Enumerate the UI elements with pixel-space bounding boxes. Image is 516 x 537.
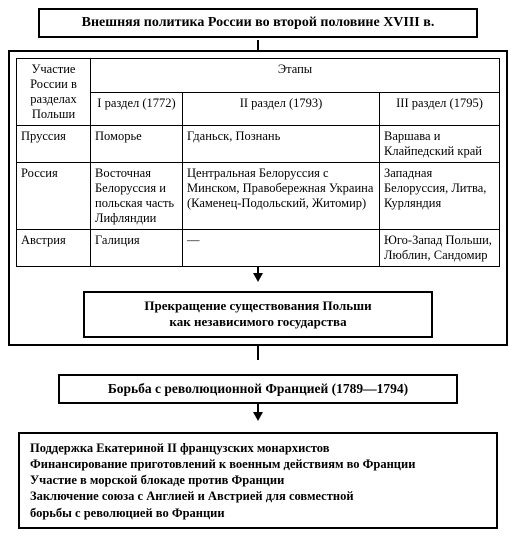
table-corner: Участие России в разделах Польши [17, 59, 91, 126]
diagram-title: Внешняя политика России во второй полови… [38, 8, 478, 38]
stage-2-header: II раздел (1793) [183, 92, 380, 126]
bullet-item: Финансирование приготовлений к военным д… [30, 456, 486, 472]
row-country: Пруссия [17, 126, 91, 163]
partitions-block: Участие России в разделах Польши Этапы I… [8, 50, 508, 346]
cell: Галиция [91, 230, 183, 267]
connector-outer-to-france [8, 346, 508, 360]
bullet-item: Участие в морской блокаде против Франции [30, 472, 486, 488]
bullet-item: Заключение союза с Англией и Австрией дл… [30, 488, 486, 504]
result-line-1: Прекращение существования Польши [144, 298, 371, 313]
cell: Варшава и Клайпедский край [380, 126, 500, 163]
bullet-item: Поддержка Екатериной II французских мона… [30, 440, 486, 456]
partitions-table: Участие России в разделах Польши Этапы I… [16, 58, 500, 267]
stages-header: Этапы [91, 59, 500, 93]
connector-france-to-bullets [8, 404, 508, 418]
cell: Центральная Белоруссия с Минском, Правоб… [183, 163, 380, 230]
row-country: Австрия [17, 230, 91, 267]
row-country: Россия [17, 163, 91, 230]
bullet-item: борьбы с революцией во Франции [30, 505, 486, 521]
stage-3-header: III раздел (1795) [380, 92, 500, 126]
cell: Восточная Белоруссия и польская часть Ли… [91, 163, 183, 230]
table-row: Пруссия Поморье Гданьск, Познань Варшава… [17, 126, 500, 163]
cell: Гданьск, Познань [183, 126, 380, 163]
cell: Поморье [91, 126, 183, 163]
connector-table-to-result [16, 267, 500, 279]
france-box: Борьба с революционной Францией (1789—17… [58, 374, 458, 404]
cell: Западная Белоруссия, Литва, Курляндия [380, 163, 500, 230]
bullets-box: Поддержка Екатериной II французских мона… [18, 432, 498, 529]
connector-title-to-outer [8, 42, 508, 50]
poland-result-box: Прекращение существования Польши как нез… [83, 291, 433, 338]
cell: Юго-Запад Польши, Люблин, Сандомир [380, 230, 500, 267]
table-row: Россия Восточная Белоруссия и польская ч… [17, 163, 500, 230]
stage-1-header: I раздел (1772) [91, 92, 183, 126]
table-row: Австрия Галиция — Юго-Запад Польши, Любл… [17, 230, 500, 267]
result-line-2: как независимого государства [169, 314, 346, 329]
cell: — [183, 230, 380, 267]
